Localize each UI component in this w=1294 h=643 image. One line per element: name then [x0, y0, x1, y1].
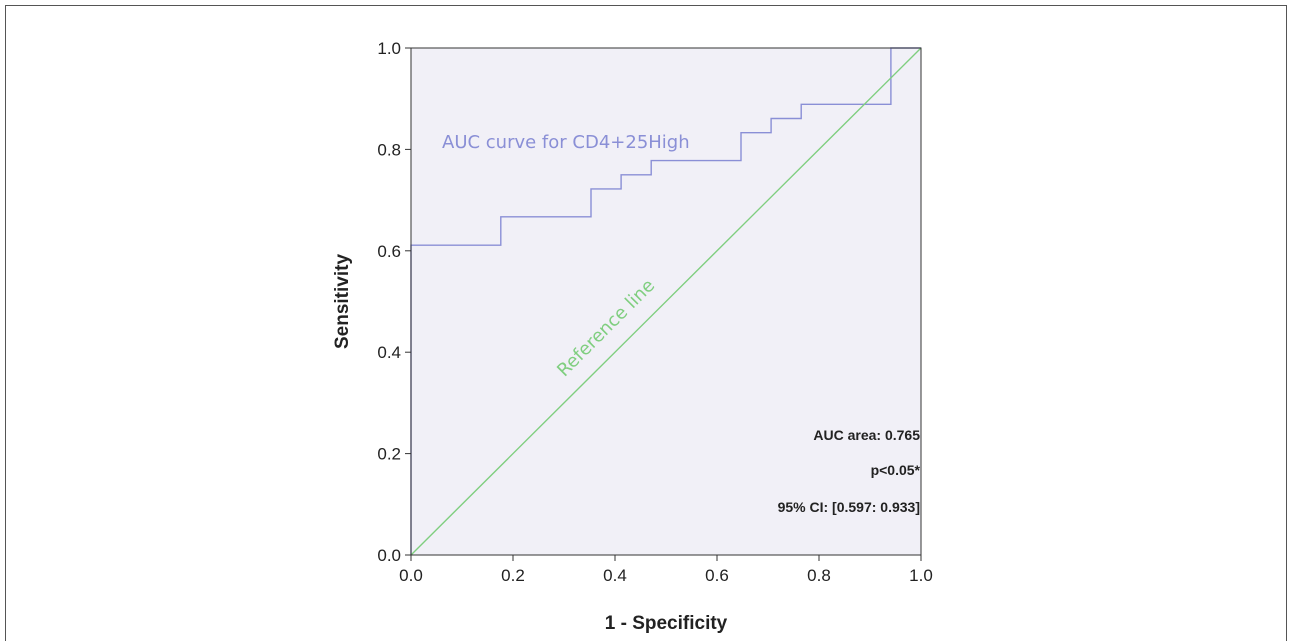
confidence-interval-annotation: 95% CI: [0.597: 0.933] — [778, 499, 920, 515]
reference-diagonal-line — [410, 47, 922, 556]
roc-curve-line — [410, 47, 921, 555]
x-tick-label: 0.0 — [399, 566, 423, 585]
x-tick-label: 0.6 — [705, 566, 729, 585]
y-tick-label: 0.4 — [377, 343, 401, 362]
plot-border — [410, 47, 922, 556]
y-tick-label: 0.0 — [377, 546, 401, 565]
y-tick-label: 0.2 — [377, 445, 401, 464]
auc-area-annotation: AUC area: 0.765 — [813, 427, 920, 443]
x-tick-label: 1.0 — [909, 566, 933, 585]
y-axis-title: Sensitivity — [332, 254, 353, 349]
curve-series-label: AUC curve for CD4+25High — [442, 132, 690, 153]
x-axis-title: 1 - Specificity — [605, 613, 728, 634]
x-tick-label: 0.4 — [603, 566, 627, 585]
p-value-annotation: p<0.05* — [871, 462, 921, 478]
y-tick-label: 0.6 — [377, 242, 401, 261]
y-tick-label: 0.8 — [377, 140, 401, 159]
x-tick-label: 0.2 — [501, 566, 525, 585]
x-tick-label: 0.8 — [807, 566, 831, 585]
y-tick-label: 1.0 — [377, 39, 401, 58]
